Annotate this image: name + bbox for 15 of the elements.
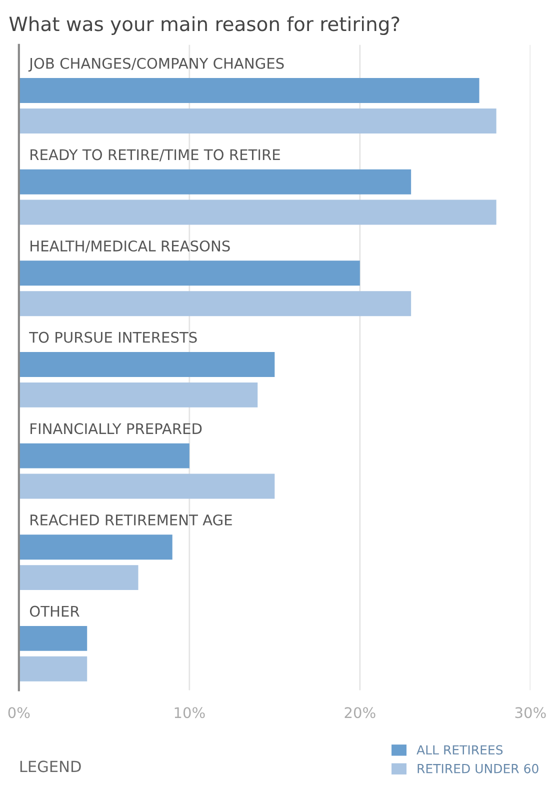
- y-tick-label: JOB CHANGES/COMPANY CHANGES: [28, 58, 284, 72]
- y-tick-label: READY TO RETIRE/TIME TO RETIRE: [30, 149, 280, 162]
- x-tick-label: 30%: [515, 707, 546, 718]
- y-tick-label: REACHED RETIREMENT AGE: [30, 514, 232, 526]
- x-tick-label: 0%: [8, 707, 30, 718]
- legend-label: ALL RETIREES: [416, 745, 503, 755]
- x-tick-label: 10%: [174, 707, 205, 718]
- y-tick-label: TO PURSUE INTERESTS: [29, 332, 197, 343]
- y-tick-label: FINANCIALLY PREPARED: [30, 423, 202, 434]
- legend-title: LEGEND: [20, 760, 81, 772]
- y-tick-label: OTHER: [30, 606, 80, 617]
- legend-label: RETIRED UNDER 60: [418, 764, 538, 774]
- chart-title: What was your main reason for retiring?: [9, 16, 400, 36]
- y-tick-label: HEALTH/MEDICAL REASONS: [30, 240, 230, 253]
- x-tick-label: 20%: [344, 707, 376, 718]
